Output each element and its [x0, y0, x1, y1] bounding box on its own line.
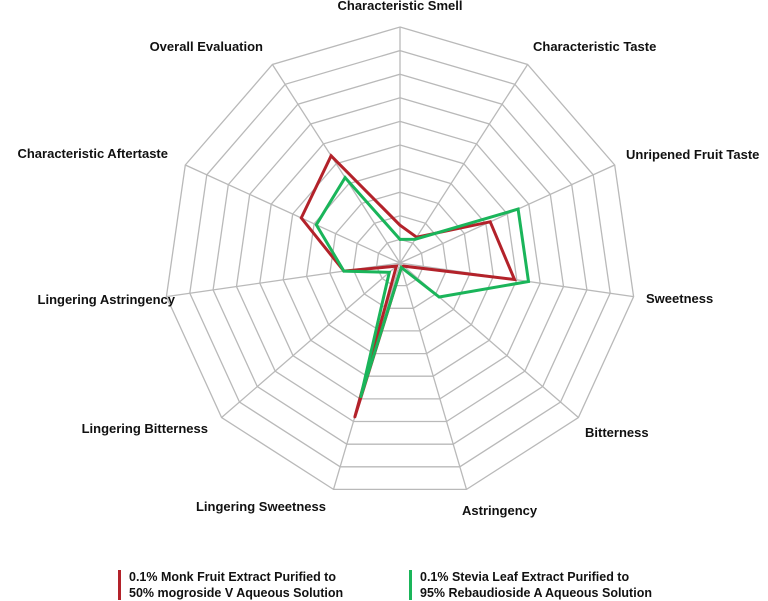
- series-2-point-4: [527, 280, 530, 283]
- legend-swatch-2: [409, 570, 412, 600]
- spoke-4: [399, 262, 634, 298]
- axis-label-5: Bitterness: [585, 425, 649, 440]
- series-2-point-7: [359, 395, 363, 398]
- axis-label-1: Characteristic Smell: [337, 0, 462, 13]
- legend-label-1-line-2: 50% mogroside V Aqueous Solution: [129, 586, 344, 600]
- series-1-point-3: [488, 220, 492, 224]
- spoke-3: [399, 164, 615, 264]
- series-2-point-2: [413, 237, 417, 241]
- grid-ring-6: [259, 120, 541, 400]
- series-1-point-10: [299, 216, 303, 220]
- axis-labels: Characteristic Smell Characteristic Taste…: [17, 0, 759, 518]
- series-1-point-11: [329, 154, 333, 158]
- series-1-point-4: [513, 278, 516, 281]
- series-1-point-5: [402, 264, 405, 268]
- radar-chart: Characteristic Smell Characteristic Taste…: [17, 0, 759, 518]
- axis-label-9: Lingering Astringency: [38, 292, 176, 307]
- series-2-point-9: [342, 269, 346, 273]
- series-1-point-1: [398, 223, 402, 227]
- legend-label-2-line-2: 95% Rebaudioside A Aqueous Solution: [420, 586, 652, 600]
- series-2-point-8: [387, 270, 391, 274]
- axis-label-7: Lingering Sweetness: [196, 499, 326, 514]
- grid-ring-9: [189, 49, 611, 468]
- radar-spokes: [166, 27, 634, 490]
- series-2-point-3: [516, 207, 520, 211]
- series-line-2: [314, 175, 531, 398]
- legend-swatch-1: [118, 570, 121, 600]
- grid-ring-5: [282, 144, 518, 377]
- series-1-point-7: [353, 415, 357, 419]
- axis-label-11: Overall Evaluation: [150, 39, 263, 54]
- series-2-point-5: [437, 295, 441, 299]
- legend-label-2-line-1: 0.1% Stevia Leaf Extract Purified to: [420, 570, 630, 584]
- legend-label-1-line-1: 0.1% Monk Fruit Extract Purified to: [129, 570, 336, 584]
- spoke-6: [399, 262, 468, 490]
- series-1-point-8: [395, 264, 398, 268]
- grid-ring-1: [375, 238, 425, 287]
- series-2-point-6: [399, 266, 403, 269]
- axis-label-2: Characteristic Taste: [533, 39, 656, 54]
- grid-ring-7: [235, 97, 565, 423]
- series-2-point-11: [343, 176, 347, 180]
- axis-label-8: Lingering Bitterness: [82, 421, 208, 436]
- spoke-2: [399, 64, 529, 264]
- series-2-point-1: [398, 238, 402, 241]
- spoke-8: [221, 262, 401, 418]
- axis-label-6: Astringency: [462, 503, 538, 518]
- legend-label-1: 0.1% Monk Fruit Extract Purified to 50% …: [129, 569, 343, 601]
- axis-label-4: Sweetness: [646, 291, 713, 306]
- legend-item-2: 0.1% Stevia Leaf Extract Purified to 95%…: [409, 569, 652, 601]
- grid-ring-2: [352, 215, 448, 309]
- axis-label-3: Unripened Fruit Taste: [626, 147, 759, 162]
- grid-ring-10: [165, 26, 635, 491]
- legend-label-2: 0.1% Stevia Leaf Extract Purified to 95%…: [420, 569, 652, 601]
- spoke-11: [271, 64, 401, 264]
- legend-item-1: 0.1% Monk Fruit Extract Purified to 50% …: [118, 569, 343, 601]
- radar-series: [299, 153, 531, 419]
- spoke-10: [185, 164, 401, 264]
- series-2-point-10: [314, 223, 318, 227]
- axis-label-10: Characteristic Aftertaste: [17, 146, 168, 161]
- grid-ring-8: [212, 73, 588, 445]
